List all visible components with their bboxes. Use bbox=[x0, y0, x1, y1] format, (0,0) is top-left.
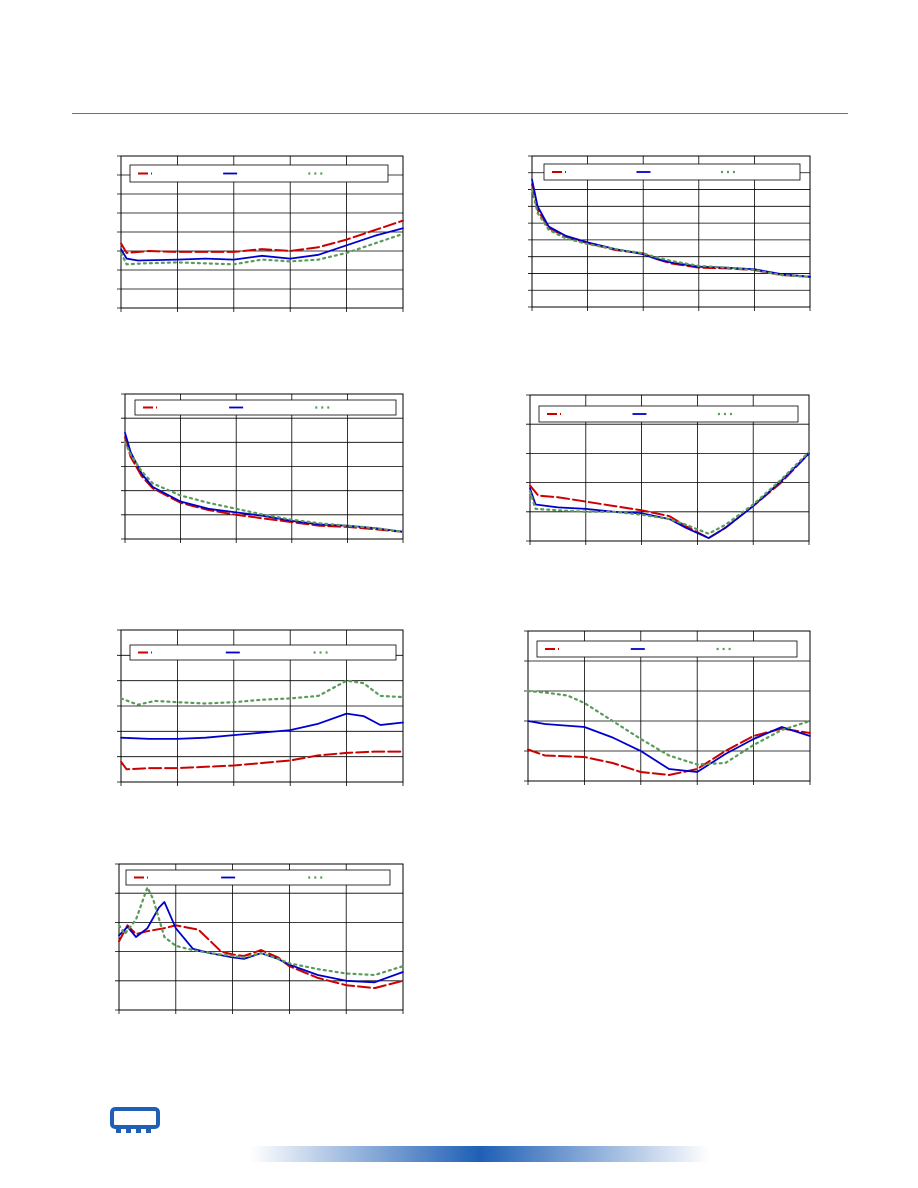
footer-gradient-bar bbox=[250, 1146, 710, 1162]
chart-7 bbox=[115, 863, 405, 1014]
plot-area bbox=[531, 155, 811, 308]
chart-3 bbox=[121, 393, 405, 543]
plot-area bbox=[527, 630, 811, 782]
series-line bbox=[120, 227, 404, 262]
series-line bbox=[120, 750, 404, 771]
series-line bbox=[529, 452, 810, 539]
series-line bbox=[528, 450, 811, 535]
plot-area bbox=[118, 863, 404, 1011]
series-line bbox=[123, 441, 405, 533]
series-line bbox=[529, 452, 810, 540]
legend-box bbox=[134, 399, 397, 416]
series-line bbox=[124, 431, 404, 533]
plot-area bbox=[124, 393, 404, 540]
series-line bbox=[530, 188, 812, 278]
chart-4 bbox=[526, 394, 811, 545]
chart-6 bbox=[524, 630, 812, 785]
series-line bbox=[527, 720, 811, 773]
series-line bbox=[531, 178, 811, 278]
plot-area bbox=[529, 394, 810, 542]
series-line bbox=[118, 924, 404, 990]
header-rule bbox=[72, 113, 848, 114]
series-line bbox=[527, 727, 811, 776]
series-line bbox=[124, 436, 404, 533]
legend-box bbox=[543, 163, 801, 181]
series-line bbox=[117, 886, 405, 977]
legend-box bbox=[129, 644, 397, 661]
series-line bbox=[120, 219, 404, 254]
legend-box bbox=[125, 869, 391, 886]
chart-5 bbox=[117, 629, 405, 786]
plot-area bbox=[120, 629, 404, 783]
chart-2 bbox=[528, 155, 812, 311]
chart-1 bbox=[117, 155, 405, 312]
series-line bbox=[120, 712, 404, 740]
legend-box bbox=[538, 405, 799, 423]
plot-area bbox=[120, 155, 404, 309]
series-line bbox=[118, 901, 404, 984]
series-line bbox=[119, 679, 405, 706]
legend-box bbox=[536, 640, 798, 658]
series-line bbox=[526, 689, 812, 766]
series-line bbox=[119, 232, 405, 266]
legend-box bbox=[129, 164, 389, 183]
memory-module-icon bbox=[110, 1107, 160, 1133]
